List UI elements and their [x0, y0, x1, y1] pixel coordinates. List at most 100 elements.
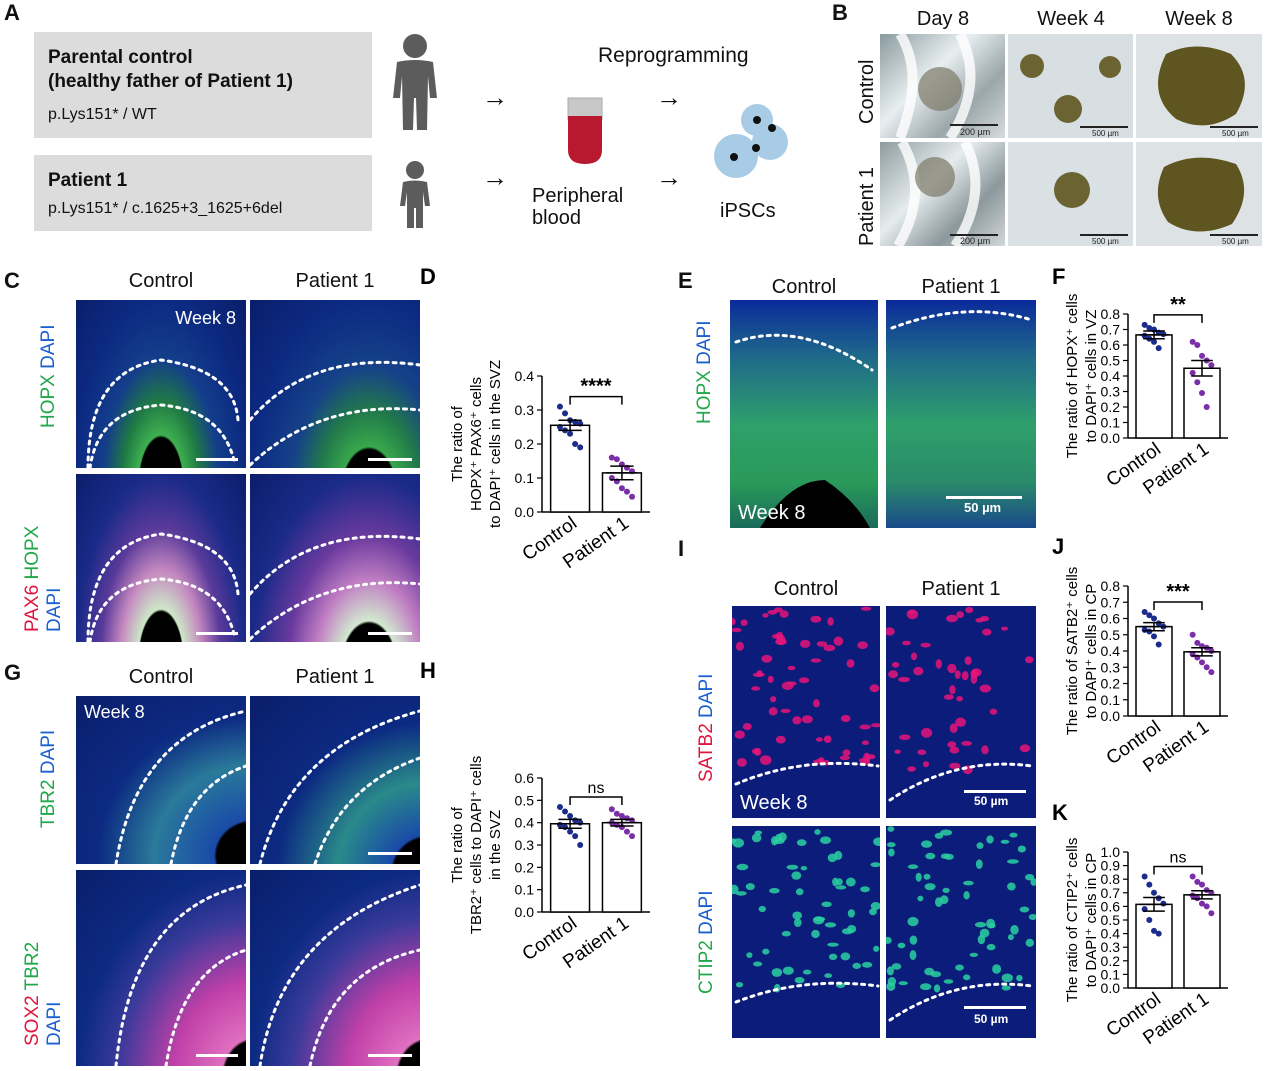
b-control-week4-image: 500 µm	[1008, 34, 1133, 138]
y-tick-label: 0.6	[1101, 898, 1121, 914]
data-point	[1155, 641, 1162, 648]
i-scale-bar	[964, 1006, 1026, 1009]
nucleus	[1010, 925, 1019, 935]
y-axis-label-line: The ratio of HOPX⁺ cells	[1064, 294, 1081, 459]
i-scale-bar	[964, 790, 1026, 793]
e-scale-text: 50 µm	[964, 500, 1002, 515]
nucleus	[949, 746, 960, 754]
nucleus	[775, 735, 786, 744]
nucleus	[946, 614, 958, 623]
g-scale-bar	[368, 1054, 412, 1057]
i-scale-text: 50 µm	[974, 1012, 1009, 1026]
nucleus	[762, 948, 770, 955]
nucleus	[861, 740, 869, 745]
nucleus	[943, 979, 954, 984]
nucleus	[947, 663, 957, 674]
data-point	[1199, 881, 1205, 888]
y-tick-label: 0.1	[1101, 966, 1121, 982]
nucleus	[1009, 832, 1018, 838]
nucleus	[841, 928, 854, 935]
panel-label-a: A	[4, 0, 20, 25]
nucleus	[894, 749, 901, 754]
data-point	[567, 812, 574, 819]
y-tick-label: 0.8	[1101, 306, 1121, 322]
nucleus	[761, 654, 773, 663]
e-stain-label: HOPX DAPI	[694, 321, 716, 425]
chart-d: D The ratio of HOPX⁺ PAX6⁺ cells to DAPI⁺ c…	[420, 264, 650, 573]
b-scale-text: 500 µm	[1222, 129, 1249, 138]
nucleus	[965, 606, 974, 614]
nucleus	[802, 969, 812, 975]
significance-label: ***	[1166, 581, 1190, 603]
c-control-pax6-image	[76, 474, 246, 642]
nucleus	[811, 929, 820, 939]
nucleus	[860, 886, 870, 893]
y-tick-label: 0.2	[515, 859, 535, 875]
bar-patient-1	[1183, 367, 1221, 439]
data-point	[1151, 633, 1157, 640]
y-tick-label: 0.6	[1101, 337, 1121, 353]
stain-dapi: DAPI	[696, 673, 717, 718]
nucleus	[986, 943, 996, 951]
data-point	[608, 454, 615, 461]
data-point	[1146, 628, 1153, 635]
data-point	[1199, 352, 1205, 359]
b-row-patient: Patient 1	[856, 167, 878, 246]
nucleus	[956, 611, 964, 619]
nucleus	[781, 930, 791, 937]
b-scale-bar	[1080, 234, 1128, 236]
y-tick-label: 0.6	[1101, 611, 1121, 627]
nucleus	[840, 952, 851, 961]
nucleus	[1001, 973, 1013, 983]
nucleus	[1025, 938, 1034, 947]
g-patient-sox2-image	[250, 870, 420, 1066]
c-scale-bar	[368, 458, 412, 461]
data-point	[1203, 404, 1210, 410]
y-tick-label: 0.3	[515, 837, 535, 853]
nucleus	[888, 670, 899, 679]
data-point	[613, 810, 620, 817]
y-axis-label: The ratio of CTIP2⁺ cells to DAPI⁺ cells …	[1064, 838, 1100, 1003]
i-col-patient: Patient 1	[921, 578, 1001, 600]
nucleus	[795, 888, 804, 896]
nucleus	[921, 727, 933, 738]
data-point	[623, 488, 630, 495]
nucleus	[794, 918, 802, 927]
y-axis-label-line: The ratio of	[449, 405, 466, 482]
nucleus	[898, 981, 908, 986]
i-control-ctip2-image	[732, 826, 880, 1038]
nucleus	[847, 909, 855, 918]
nucleus	[935, 659, 942, 669]
nucleus	[909, 935, 918, 945]
nucleus	[870, 723, 880, 728]
b-scale-text: 200 µm	[960, 236, 991, 246]
panel-label-g: G	[4, 660, 22, 685]
data-point	[1146, 917, 1153, 923]
nucleus	[1017, 845, 1026, 853]
stain-satb2: SATB2	[696, 723, 717, 782]
b-scale-text: 500 µm	[1222, 237, 1249, 246]
g-row1-label: TBR2 DAPI	[38, 730, 60, 828]
nucleus	[751, 686, 761, 691]
i-scale-text: 50 µm	[974, 794, 1009, 808]
y-tick-label: 0.1	[1101, 692, 1121, 708]
patient-genotype: p.Lys151* / c.1625+3_1625+6del	[48, 200, 283, 217]
y-tick-label: 0.5	[1101, 627, 1121, 643]
b-patient-week4-image: 500 µm	[1008, 142, 1133, 246]
nucleus	[943, 694, 954, 700]
data-point	[1141, 609, 1148, 615]
panel-label-f: F	[1052, 264, 1065, 289]
patient-info-box: Patient 1 p.Lys151* / c.1625+3_1625+6del	[34, 155, 372, 231]
nucleus	[742, 723, 752, 731]
data-point	[1160, 331, 1167, 338]
nucleus	[732, 618, 736, 626]
patient-title: Patient 1	[48, 170, 128, 191]
data-point	[1151, 615, 1157, 622]
y-tick-label: 0.8	[1101, 578, 1121, 594]
arrow-reprogram-1: →	[656, 82, 682, 112]
i-row1-label: SATB2 DAPI	[696, 674, 718, 782]
nucleus	[751, 833, 762, 843]
nucleus	[824, 922, 837, 928]
y-tick-label: 0.4	[515, 368, 535, 384]
b-col-day8: Day 8	[916, 8, 970, 30]
